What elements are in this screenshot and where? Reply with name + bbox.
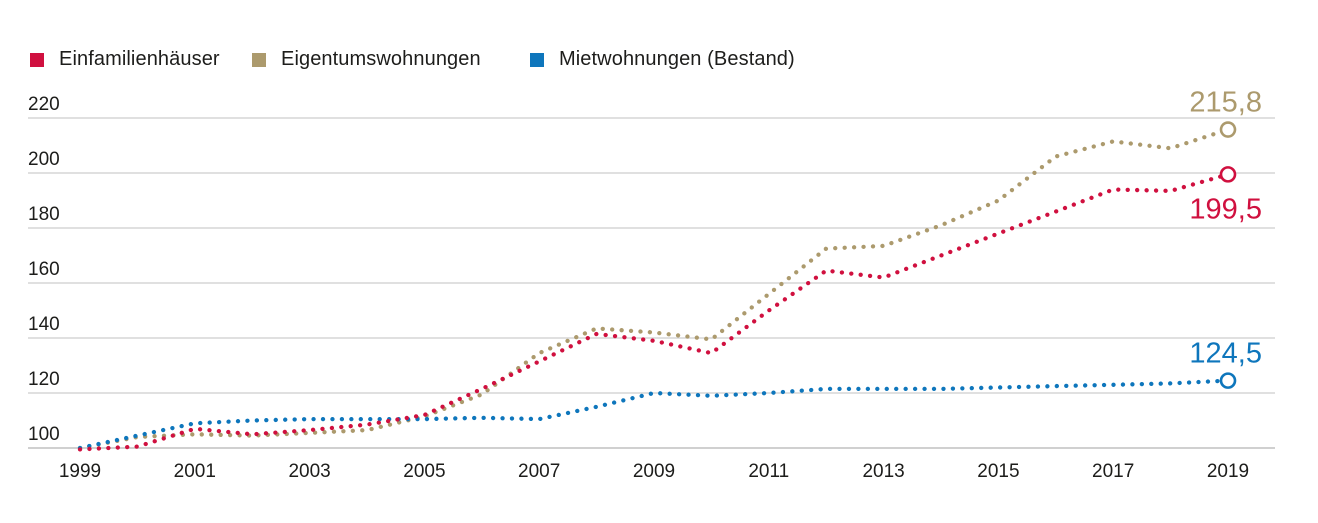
legend-item-mietwohnungen: Mietwohnungen (Bestand) <box>530 48 795 71</box>
series-end-marker-icon <box>1219 121 1237 138</box>
x-axis-tick-label: 2007 <box>518 461 560 482</box>
x-axis-tick-label: 2005 <box>403 461 445 482</box>
y-axis-tick-label: 100 <box>28 424 60 445</box>
legend-label: Eigentumswohnungen <box>281 48 481 70</box>
x-axis-tick-label: 1999 <box>59 461 101 482</box>
y-axis-tick-label: 140 <box>28 314 60 335</box>
series-end-marker-icon <box>1219 166 1237 183</box>
series-end-marker-icon <box>1219 372 1237 389</box>
y-axis-tick-label: 180 <box>28 204 60 225</box>
x-axis-tick-label: 2009 <box>633 461 675 482</box>
legend-swatch-einfamilienhaeuser-icon <box>30 52 44 67</box>
x-axis-tick-label: 2013 <box>862 461 904 482</box>
series-end-value-label: 215,8 <box>1189 87 1262 119</box>
y-axis-tick-label: 200 <box>28 149 60 170</box>
x-axis-tick-label: 2001 <box>174 461 216 482</box>
x-axis-tick-label: 2003 <box>288 461 330 482</box>
y-axis-tick-label: 120 <box>28 369 60 390</box>
x-axis-tick-label: 2017 <box>1092 461 1134 482</box>
legend-label: Mietwohnungen (Bestand) <box>559 48 795 70</box>
y-axis-tick-label: 220 <box>28 94 60 115</box>
series-line-mietwohnungen-bestand- <box>77 378 1231 451</box>
x-axis-tick-label: 2019 <box>1207 461 1249 482</box>
legend-item-einfamilienhaeuser: Einfamilienhäuser <box>30 48 220 71</box>
legend-swatch-eigentumswohnungen-icon <box>252 52 266 67</box>
series-end-value-label: 199,5 <box>1189 193 1262 225</box>
legend-label: Einfamilienhäuser <box>59 48 220 70</box>
series-end-value-label: 124,5 <box>1189 338 1262 370</box>
chart-legend: Einfamilienhäuser Eigentumswohnungen Mie… <box>0 48 1318 74</box>
x-axis-tick-label: 2015 <box>977 461 1019 482</box>
series-line-einfamilienh-user <box>77 172 1231 452</box>
series-line-eigentumswohnungen <box>77 127 1231 451</box>
x-axis-tick-label: 2011 <box>748 461 789 482</box>
legend-item-eigentumswohnungen: Eigentumswohnungen <box>252 48 481 71</box>
legend-swatch-mietwohnungen-icon <box>530 52 544 67</box>
y-axis-tick-label: 160 <box>28 259 60 280</box>
